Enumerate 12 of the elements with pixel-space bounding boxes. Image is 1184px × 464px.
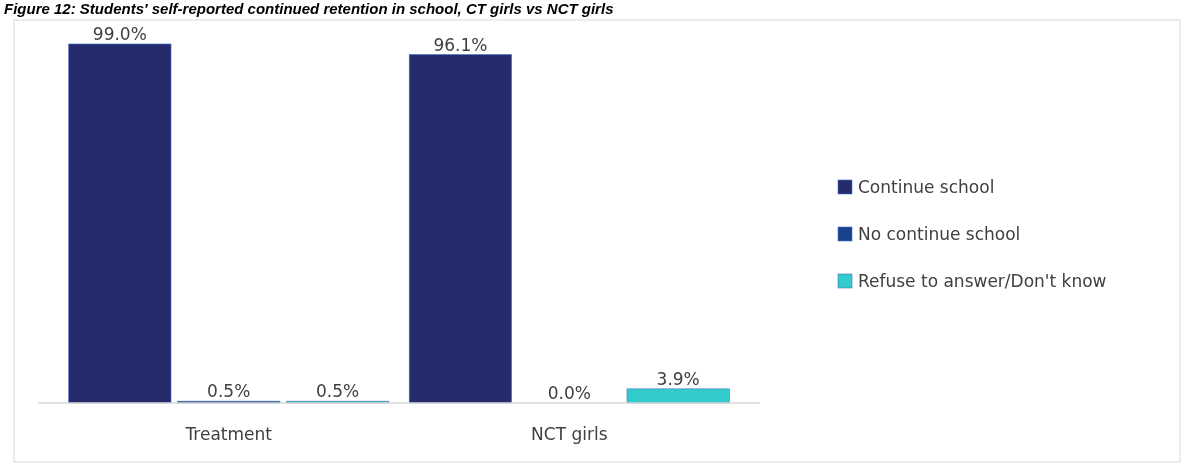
- data-label: 0.5%: [316, 381, 360, 402]
- data-label: 99.0%: [92, 24, 147, 44]
- legend-label: Refuse to answer/Don't know: [858, 271, 1107, 291]
- x-tick-label: NCT girls: [531, 424, 608, 444]
- legend-label: Continue school: [858, 177, 995, 197]
- legend-label: No continue school: [858, 224, 1021, 244]
- data-label: 3.9%: [656, 368, 700, 389]
- data-label: 0.0%: [547, 383, 591, 403]
- x-tick-label: Treatment: [184, 424, 273, 444]
- data-label: 96.1%: [433, 34, 488, 55]
- chart-title: Figure 12: Students' self-reported continued retention in school, CT girls vs NCT girls: [4, 0, 614, 17]
- data-label: 0.5%: [207, 381, 251, 402]
